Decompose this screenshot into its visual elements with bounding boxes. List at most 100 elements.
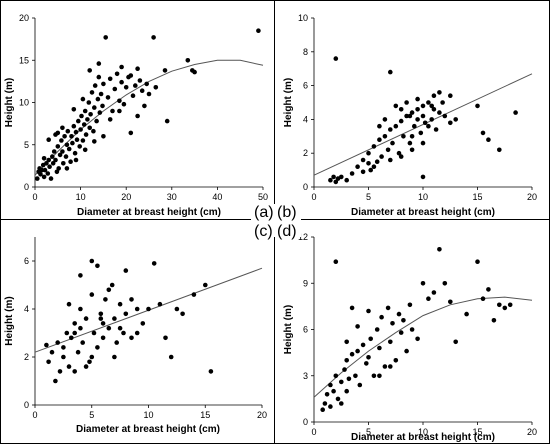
data-point [420,103,426,109]
data-point [371,164,377,169]
data-point [72,369,77,374]
y-tick-label: 3 [303,371,308,381]
data-point [426,296,431,302]
data-point [112,316,117,321]
data-point [134,330,140,336]
data-point [100,335,106,341]
x-tick-label: 5 [366,192,371,202]
data-point [396,150,402,156]
y-tick-label: 4 [24,304,29,314]
data-point [128,73,134,78]
data-point [96,61,102,66]
data-point [73,129,79,135]
data-point [123,268,129,273]
data-point [91,128,96,134]
data-point [92,105,97,110]
data-point [388,157,393,163]
data-point [396,311,402,317]
x-tick-label: 10 [143,410,153,420]
data-point [382,117,388,122]
data-point [168,354,174,360]
data-point [388,127,393,132]
data-point [53,378,58,384]
data-point [66,301,72,307]
data-point [64,166,70,171]
data-point [64,330,70,336]
data-point [60,125,65,131]
data-point [57,152,63,158]
data-point [507,302,513,308]
panel-a: 0 10 20 30 40 50 0 5 10 15 20 Diameter at breast he… [4,13,268,218]
data-point [107,76,113,82]
data-point [119,79,124,85]
data-point [142,103,147,109]
data-point [393,358,399,363]
data-point [121,330,126,336]
data-point [366,308,371,314]
data-point [128,130,134,136]
x-axis-title: Diameter at breast height (cm) [351,207,495,218]
data-point [448,299,453,305]
data-point [103,35,108,40]
data-point [119,64,124,70]
x-tick-label: 40 [212,192,222,202]
data-point [61,345,66,350]
data-point [440,100,445,105]
data-point [415,336,420,342]
data-point [77,144,82,149]
y-tick-label: 8 [303,47,308,57]
data-point [81,122,87,127]
data-point [110,108,115,114]
data-point [46,359,51,365]
data-point [353,373,358,379]
x-tick-label: 15 [200,410,210,420]
data-point [146,306,151,312]
data-point [45,171,51,176]
data-point [364,361,369,366]
data-point [433,127,439,132]
data-point [431,290,437,295]
x-tick-label: 5 [89,410,94,420]
data-point [349,305,355,311]
data-point [328,404,333,409]
data-point [388,364,393,369]
data-point [39,167,45,173]
data-point [89,90,95,95]
data-point [78,306,83,312]
data-point [328,382,333,388]
data-point [137,78,143,83]
y-tick-label: 6 [303,325,308,335]
data-point [73,157,79,163]
data-point [192,69,197,75]
data-point [55,144,61,149]
data-point [398,154,404,159]
data-point [79,113,84,119]
data-point [437,90,442,95]
data-point [135,66,140,71]
x-tick-label: 50 [258,192,268,202]
data-point [71,107,77,112]
data-point [366,161,371,166]
data-point [344,339,350,345]
data-point [480,296,486,302]
data-point [404,348,409,354]
data-point [346,376,352,382]
data-point [385,147,391,153]
data-point [415,107,420,112]
data-point [333,373,339,379]
data-point [429,117,435,122]
data-point [98,316,104,321]
x-tick-label: 10 [418,427,428,437]
data-point [407,140,413,146]
data-point [385,305,391,311]
data-point [382,364,388,369]
y-tick-label: 20 [19,13,29,23]
trend-line [313,296,533,398]
data-point [53,157,58,163]
data-point [42,167,48,173]
data-point [38,172,43,177]
data-point [59,138,64,143]
x-tick-label: 10 [418,192,428,202]
data-point [333,179,339,185]
